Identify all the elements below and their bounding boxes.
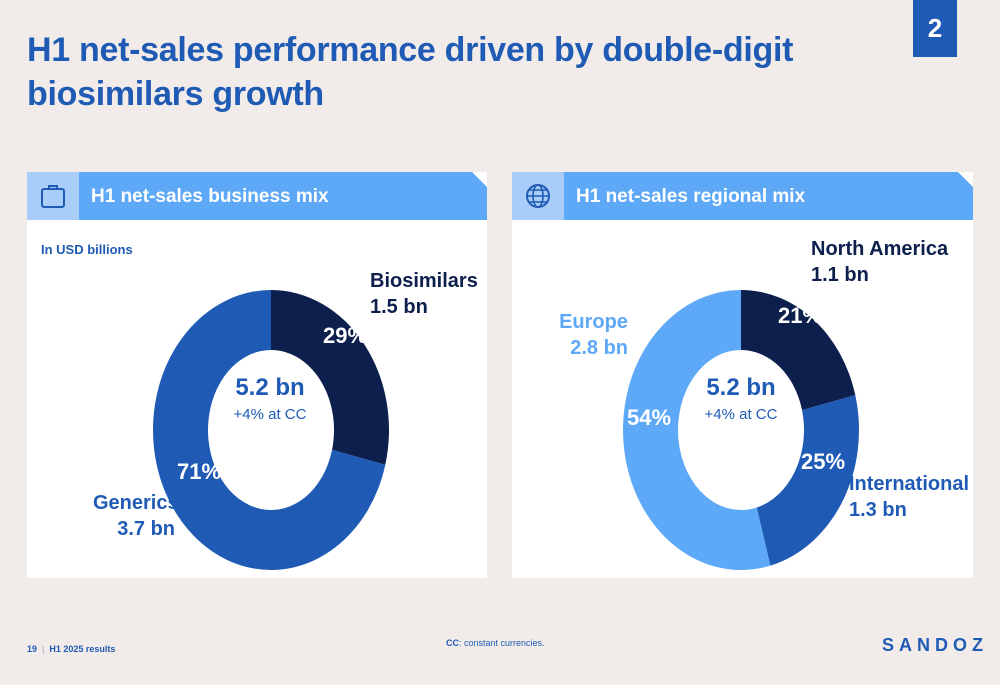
footer-label: H1 2025 results	[49, 644, 116, 654]
europe-value: 2.8 bn	[570, 337, 628, 359]
footer-separator: |	[42, 644, 45, 654]
slice-generics	[153, 290, 386, 570]
footer: 19 | H1 2025 results	[27, 644, 115, 654]
regional-mix-donut	[623, 290, 859, 570]
international-value: 1.3 bn	[849, 499, 907, 521]
footnote: CC: constant currencies.	[446, 638, 545, 648]
international-label: International 1.3 bn	[849, 471, 969, 523]
europe-label: Europe 2.8 bn	[548, 309, 628, 361]
sandoz-logo: SANDOZ	[882, 635, 988, 655]
international-percent: 25%	[801, 449, 846, 474]
business-mix-header: H1 net-sales business mix	[27, 172, 487, 220]
generics-percent: 71%	[177, 459, 222, 484]
business-mix-donut	[153, 290, 389, 570]
generics-value: 3.7 bn	[117, 518, 175, 540]
page-title: H1 net-sales performance driven by doubl…	[27, 31, 794, 113]
footnote-text: : constant currencies.	[459, 638, 545, 648]
regional-mix-header: H1 net-sales regional mix	[512, 172, 973, 220]
regional-center-value: 5.2 bn	[706, 374, 776, 401]
north-america-label: North America 1.1 bn	[811, 236, 948, 288]
business-center-sub: +4% at CC	[233, 406, 307, 423]
international-name: International	[849, 473, 970, 495]
biosimilars-label: Biosimilars 1.5 bn	[370, 268, 478, 320]
biosimilars-name: Biosimilars	[370, 270, 478, 292]
footnote-abbr: CC	[446, 638, 459, 648]
biosimilars-percent: 29%	[323, 323, 368, 348]
europe-percent: 54%	[627, 405, 672, 430]
europe-name: Europe	[559, 311, 628, 333]
slice-biosimilars	[271, 290, 389, 465]
globe-icon	[526, 184, 550, 208]
slice-europe	[623, 290, 771, 570]
slice-north-america	[741, 290, 856, 411]
briefcase-icon	[41, 185, 65, 208]
page-number-badge: 2	[913, 0, 957, 57]
slice-international	[756, 395, 859, 566]
regional-mix-title: H1 net-sales regional mix	[576, 186, 806, 207]
north-america-value: 1.1 bn	[811, 264, 869, 286]
regional-mix-panel: H1 net-sales regional mix North America …	[512, 172, 973, 578]
regional-center-sub: +4% at CC	[704, 406, 778, 423]
biosimilars-value: 1.5 bn	[370, 296, 428, 318]
unit-label: In USD billions	[41, 242, 133, 257]
business-mix-panel: H1 net-sales business mix In USD billion…	[27, 172, 487, 578]
generics-name: Generics	[93, 492, 179, 514]
business-mix-title: H1 net-sales business mix	[91, 186, 329, 207]
north-america-name: North America	[811, 238, 949, 260]
footer-page-number: 19	[27, 644, 38, 654]
north-america-percent: 21%	[778, 303, 823, 328]
generics-label: Generics 3.7 bn	[93, 490, 179, 542]
header-banner	[27, 172, 487, 220]
business-center-value: 5.2 bn	[235, 374, 305, 401]
